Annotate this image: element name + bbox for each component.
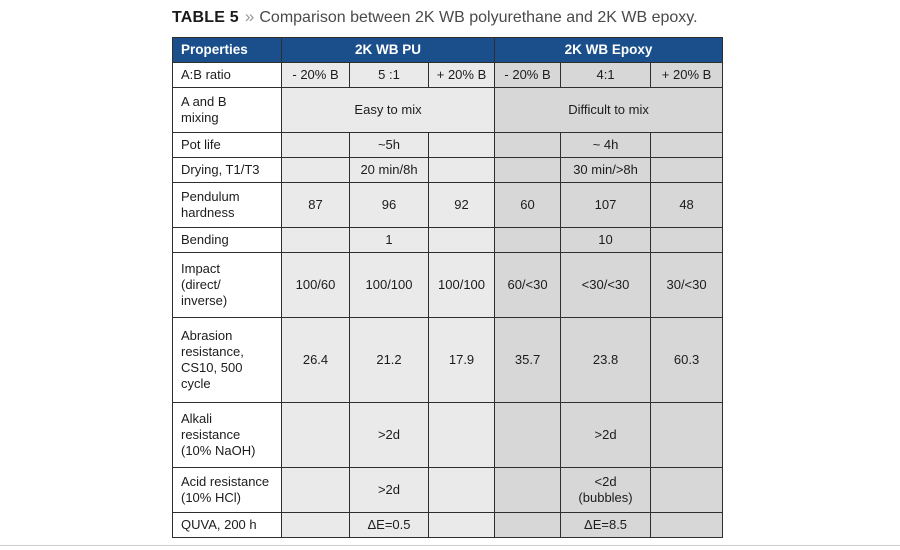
table-row: A:B ratio - 20% B 5 :1 + 20% B - 20% B 4… — [172, 62, 724, 88]
value-cell-merged-epoxy: Difficult to mix — [494, 87, 724, 133]
value-cell — [427, 157, 496, 183]
value-cell: ΔE=0.5 — [349, 512, 429, 538]
property-impact: Impact (direct/ inverse) — [172, 252, 282, 318]
table-row: Abrasion resistance, CS10, 500 cycle 26.… — [172, 317, 724, 403]
value-cell — [427, 512, 496, 538]
comparison-table: Properties 2K WB PU 2K WB Epoxy A:B rati… — [172, 37, 724, 538]
value-cell: 4:1 — [560, 62, 652, 88]
column-header-properties: Properties — [172, 37, 282, 63]
value-cell: ~ 4h — [560, 132, 652, 158]
table-row: Drying, T1/T3 20 min/8h 30 min/>8h — [172, 157, 724, 183]
value-cell — [650, 157, 724, 183]
value-cell: 87 — [281, 182, 350, 228]
value-cell — [281, 227, 350, 253]
property-abrasion-resistance: Abrasion resistance, CS10, 500 cycle — [172, 317, 282, 403]
value-cell: 60 — [494, 182, 562, 228]
value-cell: 100/60 — [281, 252, 350, 318]
value-cell — [650, 467, 724, 513]
value-cell: 30 min/>8h — [560, 157, 652, 183]
value-cell: 100/100 — [427, 252, 496, 318]
value-cell: 5 :1 — [349, 62, 429, 88]
value-cell: 92 — [427, 182, 496, 228]
column-header-epoxy: 2K WB Epoxy — [494, 37, 724, 63]
value-cell — [494, 402, 562, 468]
value-cell: >2d — [349, 467, 429, 513]
value-cell: - 20% B — [494, 62, 562, 88]
value-cell — [494, 467, 562, 513]
value-cell: 100/100 — [349, 252, 429, 318]
value-cell: <2d (bubbles) — [560, 467, 652, 513]
value-cell — [281, 467, 350, 513]
value-cell — [650, 132, 724, 158]
value-cell: 1 — [349, 227, 429, 253]
value-cell-merged-pu: Easy to mix — [280, 87, 496, 133]
property-quva: QUVA, 200 h — [172, 512, 282, 538]
value-cell: 30/<30 — [650, 252, 724, 318]
table-row: QUVA, 200 h ΔE=0.5 ΔE=8.5 — [172, 512, 724, 538]
value-cell — [650, 512, 724, 538]
property-acid-resistance: Acid resistance (10% HCl) — [172, 467, 282, 513]
value-cell: 60/<30 — [494, 252, 562, 318]
value-cell: 107 — [560, 182, 652, 228]
table-number: TABLE 5 — [172, 9, 239, 26]
value-cell — [427, 402, 496, 468]
value-cell: - 20% B — [281, 62, 350, 88]
value-cell — [281, 402, 350, 468]
value-cell: + 20% B — [650, 62, 724, 88]
value-cell — [650, 227, 724, 253]
value-cell — [427, 467, 496, 513]
value-cell: 20 min/8h — [349, 157, 429, 183]
value-cell: 21.2 — [349, 317, 429, 403]
table-row: Impact (direct/ inverse) 100/60 100/100 … — [172, 252, 724, 318]
property-mixing: A and B mixing — [172, 87, 282, 133]
value-cell: 26.4 — [281, 317, 350, 403]
value-cell — [494, 157, 562, 183]
bottom-divider — [0, 545, 900, 546]
property-bending: Bending — [172, 227, 282, 253]
table-header-row: Properties 2K WB PU 2K WB Epoxy — [172, 37, 724, 63]
value-cell — [494, 512, 562, 538]
table-row: A and B mixing Easy to mix Difficult to … — [172, 87, 724, 133]
value-cell — [494, 132, 562, 158]
property-ab-ratio: A:B ratio — [172, 62, 282, 88]
value-cell: 10 — [560, 227, 652, 253]
table-title: TABLE 5 » Comparison between 2K WB polyure… — [172, 7, 698, 28]
value-cell: 17.9 — [427, 317, 496, 403]
table-row: Bending 1 10 — [172, 227, 724, 253]
value-cell: 48 — [650, 182, 724, 228]
value-cell — [427, 132, 496, 158]
table-row: Acid resistance (10% HCl) >2d <2d (bubbl… — [172, 467, 724, 513]
value-cell — [494, 227, 562, 253]
column-header-pu: 2K WB PU — [280, 37, 496, 63]
chevron-separator-icon: » — [244, 7, 255, 26]
property-drying: Drying, T1/T3 — [172, 157, 282, 183]
value-cell: ~5h — [349, 132, 429, 158]
table-caption: Comparison between 2K WB polyurethane an… — [259, 9, 698, 26]
table-row: Pendulum hardness 87 96 92 60 107 48 — [172, 182, 724, 228]
value-cell — [650, 402, 724, 468]
value-cell — [281, 157, 350, 183]
value-cell: 23.8 — [560, 317, 652, 403]
value-cell: <30/<30 — [560, 252, 652, 318]
property-pendulum-hardness: Pendulum hardness — [172, 182, 282, 228]
value-cell: >2d — [349, 402, 429, 468]
value-cell: + 20% B — [427, 62, 496, 88]
value-cell — [427, 227, 496, 253]
value-cell: 60.3 — [650, 317, 724, 403]
property-pot-life: Pot life — [172, 132, 282, 158]
table-row: Alkali resistance (10% NaOH) >2d >2d — [172, 402, 724, 468]
table-row: Pot life ~5h ~ 4h — [172, 132, 724, 158]
value-cell: >2d — [560, 402, 652, 468]
property-alkali-resistance: Alkali resistance (10% NaOH) — [172, 402, 282, 468]
value-cell: 35.7 — [494, 317, 562, 403]
value-cell — [281, 512, 350, 538]
value-cell: ΔE=8.5 — [560, 512, 652, 538]
value-cell: 96 — [349, 182, 429, 228]
value-cell — [281, 132, 350, 158]
